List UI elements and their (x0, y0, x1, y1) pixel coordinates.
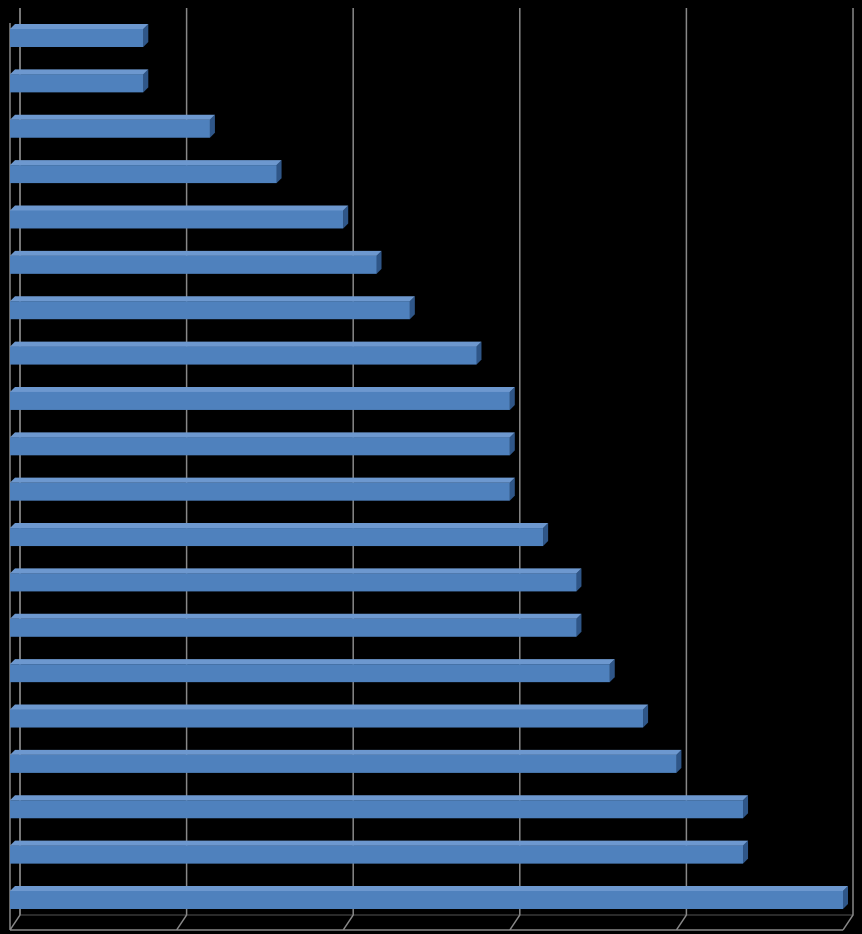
bar-side (476, 341, 482, 365)
bar (10, 891, 843, 909)
bar-side (143, 24, 149, 47)
bar-side (143, 69, 149, 93)
grid-line (342, 8, 354, 931)
bar-side (209, 114, 215, 138)
bar-side (743, 840, 749, 864)
bar (10, 528, 544, 547)
bar-side (676, 749, 682, 773)
bar-top (10, 114, 215, 120)
bar (10, 800, 744, 819)
bar (10, 664, 610, 683)
bar-top (10, 886, 848, 891)
bar (10, 346, 477, 365)
bar-side (609, 659, 615, 683)
grid-line (675, 8, 688, 931)
bar (10, 74, 144, 93)
bar (10, 255, 377, 274)
bar-side (509, 432, 515, 456)
bar (10, 301, 410, 320)
bar-top (10, 296, 415, 302)
bar (10, 482, 510, 501)
bar-top (10, 205, 349, 211)
bar-top (10, 795, 749, 801)
bar-top (10, 432, 515, 438)
bar-top (10, 613, 582, 619)
bar-side (509, 477, 515, 501)
bar-side (576, 613, 582, 637)
bar-side (343, 205, 349, 229)
bar-top (10, 160, 282, 166)
bar (10, 210, 344, 229)
bar-top (10, 341, 482, 347)
bar-side (576, 568, 582, 592)
grid-line (842, 8, 854, 931)
bar (10, 618, 577, 637)
bar-side (509, 386, 515, 410)
bar (10, 165, 277, 184)
bar-top (10, 840, 749, 846)
grid-line (175, 8, 188, 931)
bar-side (743, 795, 749, 819)
grid-line (509, 8, 521, 931)
bar-top (10, 523, 549, 529)
bar (10, 709, 644, 728)
bar (10, 437, 510, 456)
bar-top (10, 659, 615, 665)
bar-side (843, 886, 848, 909)
bar-side (409, 296, 415, 320)
bar-top (10, 704, 649, 710)
bar (10, 754, 677, 773)
bar-top (10, 69, 149, 75)
bar-top (10, 749, 682, 755)
bar-top (10, 24, 149, 29)
bar-side (643, 704, 649, 728)
bar-side (543, 523, 549, 547)
bar-top (10, 568, 582, 574)
bar-side (276, 160, 282, 184)
bar (10, 391, 510, 410)
grid-line (9, 8, 21, 931)
bar-top (10, 477, 515, 483)
bar (10, 119, 210, 138)
bar (10, 845, 744, 864)
bar-top (10, 250, 382, 256)
bar (10, 573, 577, 592)
bar (10, 29, 144, 47)
bar-side (376, 250, 382, 274)
bar-top (10, 386, 515, 392)
